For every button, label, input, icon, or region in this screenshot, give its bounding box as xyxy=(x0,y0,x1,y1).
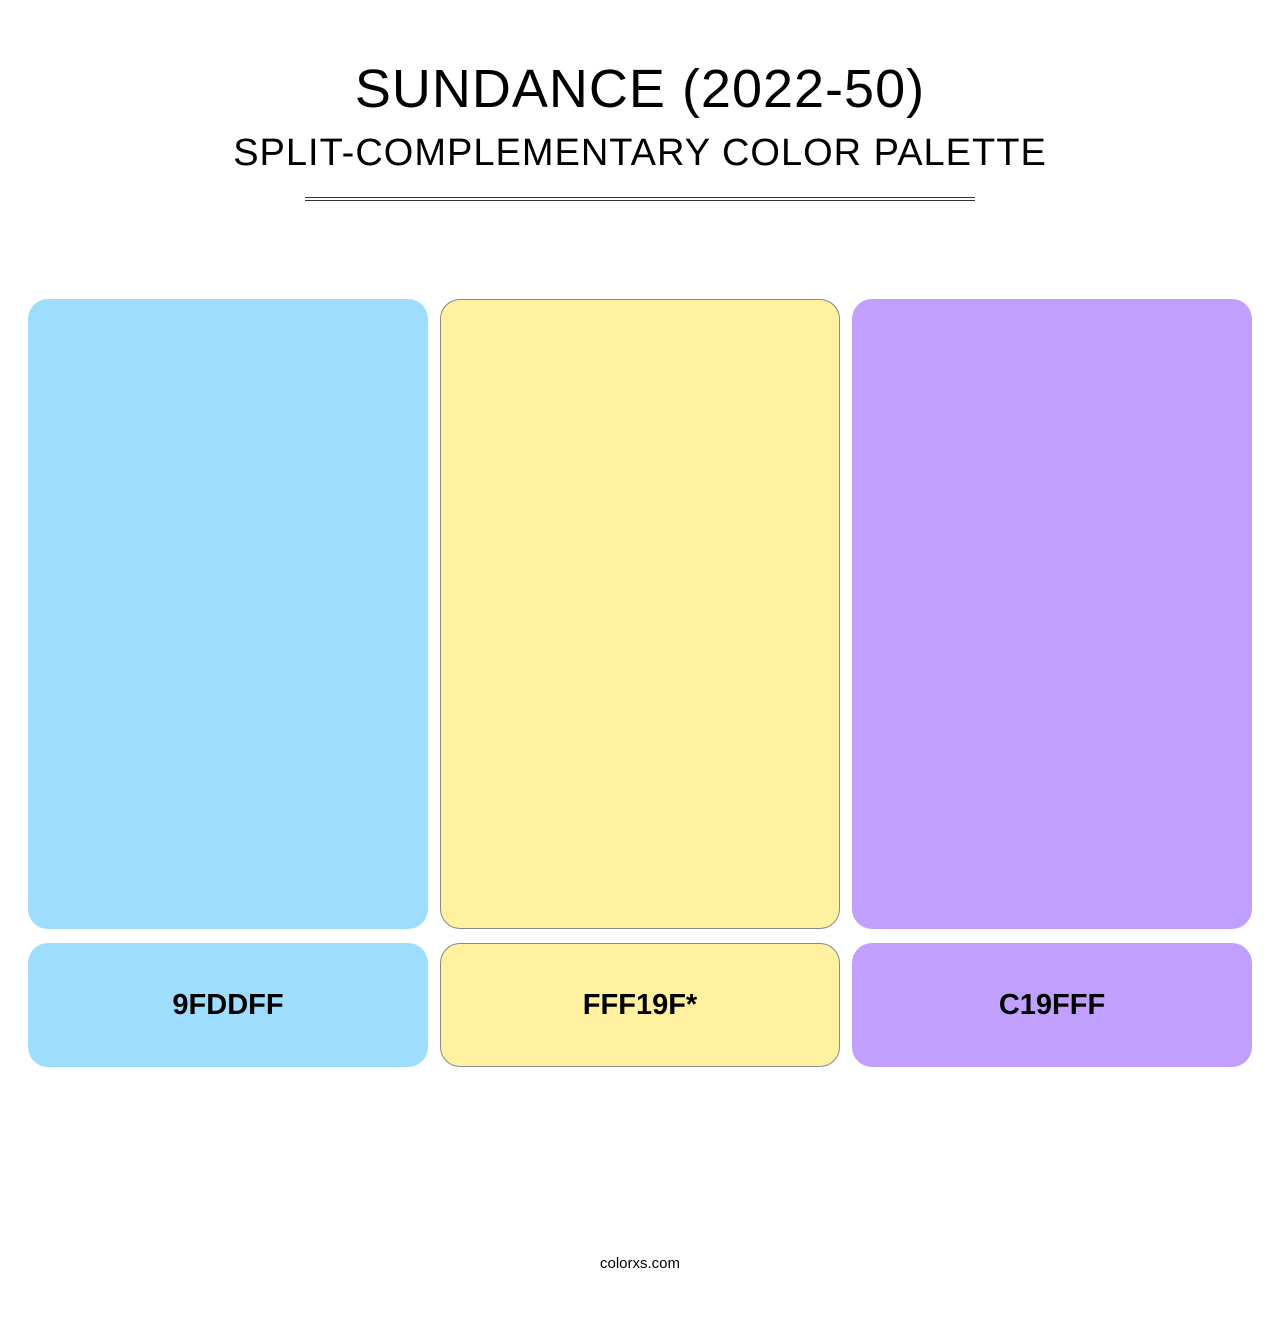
color-swatch-2 xyxy=(852,299,1252,929)
color-label-1: FFF19F* xyxy=(440,943,840,1067)
palette-container: 9FDDFF FFF19F* C19FFF xyxy=(0,299,1280,1067)
page-title: SUNDANCE (2022-50) xyxy=(0,58,1280,120)
page-subtitle: SPLIT-COMPLEMENTARY COLOR PALETTE xyxy=(0,132,1280,175)
swatch-column-0: 9FDDFF xyxy=(28,299,428,1067)
swatch-column-2: C19FFF xyxy=(852,299,1252,1067)
color-label-2: C19FFF xyxy=(852,943,1252,1067)
footer-attribution: colorxs.com xyxy=(0,1255,1280,1272)
header: SUNDANCE (2022-50) SPLIT-COMPLEMENTARY C… xyxy=(0,0,1280,201)
color-swatch-1 xyxy=(440,299,840,929)
swatch-column-1: FFF19F* xyxy=(440,299,840,1067)
color-swatch-0 xyxy=(28,299,428,929)
header-divider xyxy=(305,197,975,201)
color-label-0: 9FDDFF xyxy=(28,943,428,1067)
